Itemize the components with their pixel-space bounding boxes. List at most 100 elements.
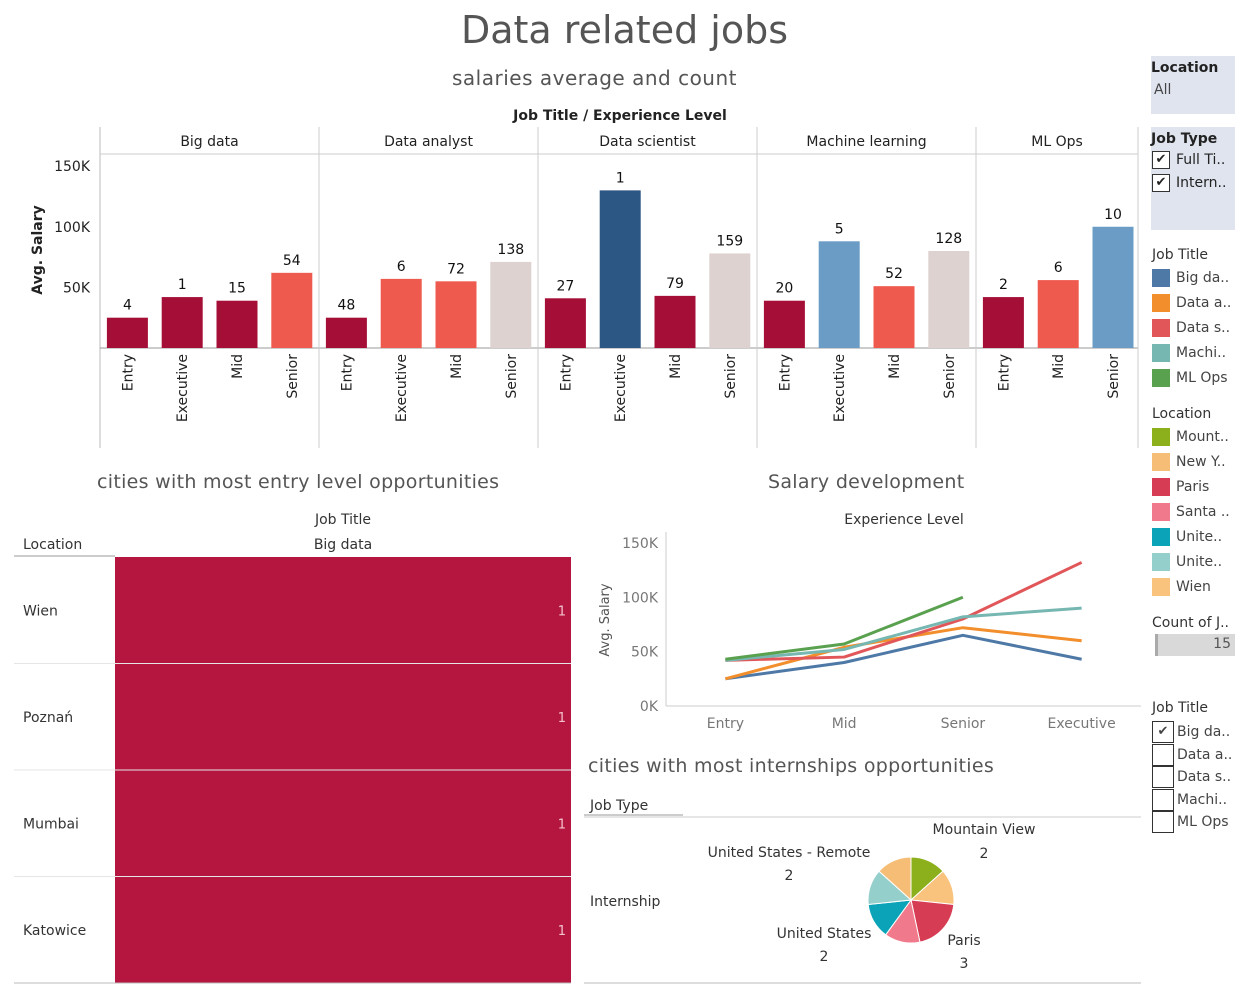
line-y-tick-label: 100K	[622, 590, 659, 606]
bar-y-tick-label: 100K	[54, 220, 91, 236]
pie-slice[interactable]	[910, 899, 955, 943]
line-x-tick-label: Mid	[832, 716, 857, 732]
bar[interactable]	[763, 300, 805, 348]
bar-count-label: 6	[1054, 260, 1063, 276]
job-title-filter-option[interactable]: Data a..	[1152, 743, 1232, 766]
heatmap-cell[interactable]	[115, 557, 571, 664]
bar[interactable]	[818, 241, 860, 348]
checkbox-icon[interactable]: ✔	[1152, 174, 1170, 192]
location-filter[interactable]: Location All	[1151, 56, 1235, 114]
job-title-filter-option[interactable]: Data s..	[1152, 766, 1231, 788]
heatmap-row-label: Poznań	[23, 710, 73, 726]
line-y-tick-label: 150K	[622, 536, 659, 552]
heatmap-cell[interactable]	[115, 770, 571, 877]
location-filter-value[interactable]: All	[1154, 82, 1172, 98]
bar-count-label: 54	[283, 253, 301, 269]
job-title-filter-option[interactable]: ML Ops	[1152, 811, 1229, 833]
line-series[interactable]	[725, 561, 1083, 662]
color-swatch-icon	[1152, 503, 1170, 521]
bar[interactable]	[106, 317, 148, 348]
heatmap-cell[interactable]	[115, 663, 571, 771]
bar-pane-header: Data scientist	[599, 134, 696, 150]
job-type-option[interactable]: ✔ Intern..	[1152, 174, 1226, 192]
job-title-legend-item[interactable]: Data s..	[1152, 319, 1230, 339]
job-title-filter-option[interactable]: Machi..	[1152, 788, 1227, 811]
line-x-tick-label: Entry	[707, 716, 744, 732]
bar[interactable]	[654, 295, 696, 348]
checkbox-icon[interactable]	[1152, 766, 1174, 788]
pie-slice[interactable]	[878, 856, 912, 902]
bar[interactable]	[544, 298, 586, 348]
internships-panel-title: cities with most internships opportuniti…	[588, 755, 995, 777]
bar-pane-header: Data analyst	[384, 134, 473, 150]
bar[interactable]	[709, 253, 751, 348]
dashboard-subtitle: salaries average and count	[452, 66, 737, 90]
location-legend-label: Paris	[1176, 479, 1210, 495]
bar[interactable]	[380, 278, 422, 348]
bar[interactable]	[216, 300, 258, 348]
color-swatch-icon	[1152, 553, 1170, 571]
bar[interactable]	[982, 297, 1024, 348]
bar-count-label: 5	[835, 221, 844, 237]
bar[interactable]	[490, 261, 532, 348]
salary-development-title: Salary development	[768, 471, 965, 493]
pie-slice-count: 3	[960, 956, 969, 972]
job-title-legend-item[interactable]: Big da..	[1152, 269, 1229, 289]
bar-count-label: 72	[447, 261, 465, 277]
bar-y-tick-label: 150K	[54, 159, 91, 175]
location-legend-label: New Y..	[1176, 454, 1226, 470]
job-title-filter-option[interactable]: ✔ Big da..	[1152, 721, 1230, 743]
bar-x-tick-label: Entry	[339, 354, 355, 391]
bar[interactable]	[1092, 226, 1134, 348]
count-slider[interactable]: 15	[1155, 634, 1235, 656]
location-legend-item[interactable]: Paris	[1152, 478, 1209, 498]
location-legend-item[interactable]: Unite..	[1152, 553, 1222, 573]
location-legend-item[interactable]: Unite..	[1152, 528, 1222, 548]
job-title-legend-item[interactable]: Data a..	[1152, 294, 1231, 314]
job-title-legend-item[interactable]: Machi..	[1152, 344, 1226, 364]
bar-x-tick-label: Senior	[504, 354, 520, 399]
job-type-filter-title: Job Type	[1151, 131, 1218, 147]
job-type-option[interactable]: ✔ Full Ti..	[1152, 151, 1225, 169]
location-legend-item[interactable]: New Y..	[1152, 453, 1226, 473]
job-title-legend-label: Big da..	[1176, 270, 1230, 286]
heatmap-row-header: Location	[23, 537, 82, 553]
checkbox-icon[interactable]	[1152, 743, 1174, 766]
job-title-legend-item[interactable]: ML Ops	[1152, 369, 1228, 389]
line-series[interactable]	[725, 595, 964, 661]
color-swatch-icon	[1152, 319, 1170, 337]
bar[interactable]	[161, 297, 203, 348]
location-legend-item[interactable]: Santa ..	[1152, 503, 1230, 523]
pie-column-header: Job Type	[589, 798, 648, 814]
bar-x-tick-label: Executive	[613, 354, 629, 422]
pie-row-label: Internship	[590, 894, 661, 910]
checkbox-icon[interactable]: ✔	[1152, 721, 1174, 743]
bar-pane-header: Machine learning	[806, 134, 926, 150]
heatmap-cell-value: 1	[558, 924, 566, 939]
bar-x-tick-label: Senior	[723, 354, 739, 399]
count-filter-title: Count of J..	[1152, 615, 1229, 631]
bar[interactable]	[435, 281, 477, 348]
bar[interactable]	[928, 251, 970, 348]
bar-count-label: 159	[716, 233, 743, 249]
location-legend-item[interactable]: Wien	[1152, 578, 1211, 598]
location-legend-item[interactable]: Mount..	[1152, 428, 1229, 448]
bar[interactable]	[325, 317, 367, 348]
line-series[interactable]	[725, 633, 1082, 681]
color-swatch-icon	[1152, 428, 1170, 446]
line-y-tick-label: 50K	[631, 645, 659, 661]
bar[interactable]	[599, 190, 641, 348]
checkbox-icon[interactable]: ✔	[1152, 151, 1170, 169]
checkbox-icon[interactable]	[1152, 788, 1174, 811]
checkbox-icon[interactable]	[1152, 811, 1174, 833]
bar[interactable]	[1037, 280, 1079, 348]
bar-count-label: 1	[178, 277, 187, 293]
heatmap-cell[interactable]	[115, 876, 571, 984]
location-legend-label: Wien	[1176, 579, 1211, 595]
pie-slice-count: 2	[820, 949, 829, 965]
line-y-axis-label: Avg. Salary	[598, 583, 613, 656]
line-series[interactable]	[725, 606, 1082, 662]
bar-x-tick-label: Executive	[175, 354, 191, 422]
bar[interactable]	[873, 286, 915, 348]
bar[interactable]	[271, 272, 313, 348]
